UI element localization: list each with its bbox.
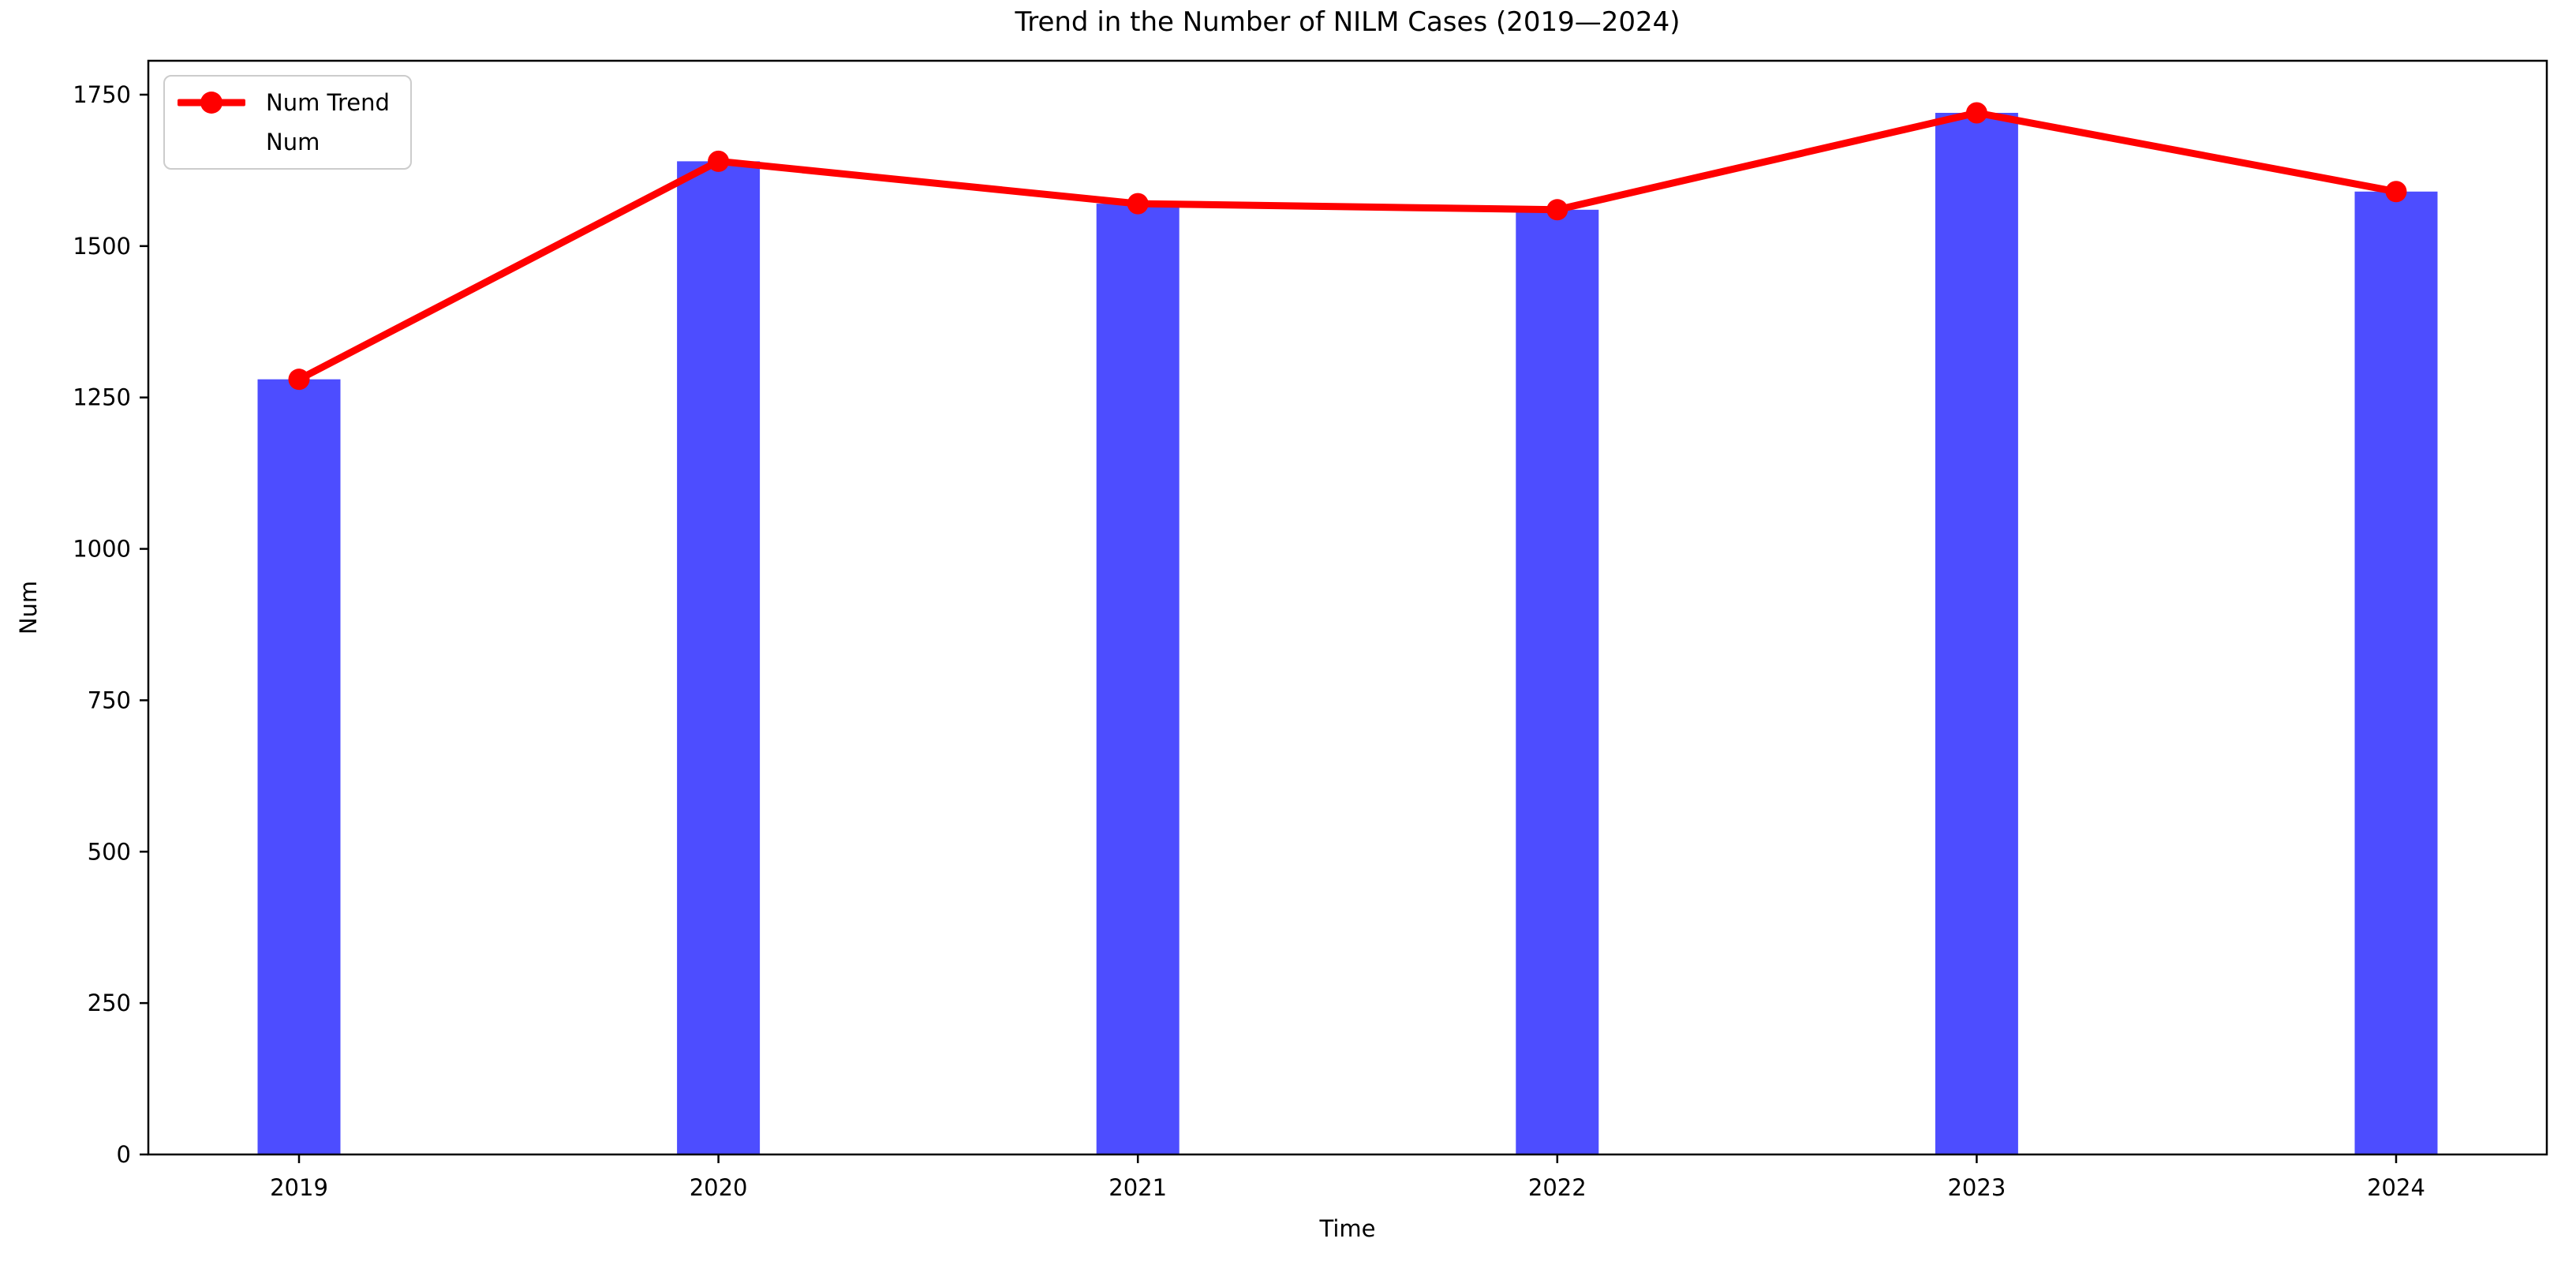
legend-entry-num-trend: Num Trend xyxy=(178,89,390,116)
legend: Num Trend Num xyxy=(163,75,412,170)
y-tick-label: 250 xyxy=(88,990,131,1016)
y-tick-label: 1000 xyxy=(73,536,131,563)
legend-label-num: Num xyxy=(266,129,320,155)
trend-marker-2022 xyxy=(1546,199,1568,221)
y-tick-label: 0 xyxy=(117,1141,131,1168)
x-tick-label: 2022 xyxy=(1528,1174,1587,1201)
x-tick-label: 2019 xyxy=(270,1174,328,1201)
trend-marker-2021 xyxy=(1127,193,1149,215)
x-axis-label: Time xyxy=(1319,1215,1376,1242)
legend-line-marker-sample xyxy=(178,91,245,114)
legend-label-num-trend: Num Trend xyxy=(266,89,390,116)
y-tick-label: 1500 xyxy=(73,233,131,260)
trend-marker-2020 xyxy=(708,150,730,172)
trend-marker-2019 xyxy=(288,369,310,391)
bar-2021 xyxy=(1096,204,1180,1155)
plot-border xyxy=(147,59,2548,1156)
legend-dot-icon xyxy=(200,92,222,114)
y-axis-label: Num xyxy=(15,580,42,635)
legend-entry-num: Num xyxy=(178,129,390,155)
trend-line xyxy=(295,109,2400,384)
trend-marker-2024 xyxy=(2385,181,2407,203)
bar-2020 xyxy=(677,161,761,1154)
y-tick-label: 1250 xyxy=(73,384,131,411)
bar-2023 xyxy=(1935,113,2018,1154)
bar-2022 xyxy=(1516,209,1599,1154)
bar-2024 xyxy=(2354,191,2438,1154)
y-tick-label: 1750 xyxy=(73,81,131,108)
x-tick-label: 2020 xyxy=(690,1174,748,1201)
x-tick-label: 2024 xyxy=(2367,1174,2425,1201)
chart-title: Trend in the Number of NILM Cases (2019—… xyxy=(1015,6,1681,38)
x-tick-label: 2023 xyxy=(1947,1174,2006,1201)
legend-swatch-sample xyxy=(178,130,245,154)
y-tick-label: 750 xyxy=(88,687,131,713)
y-tick-label: 500 xyxy=(88,838,131,865)
x-tick-label: 2021 xyxy=(1109,1174,1167,1201)
trend-marker-2023 xyxy=(1965,102,1987,124)
bar-2019 xyxy=(257,379,341,1154)
